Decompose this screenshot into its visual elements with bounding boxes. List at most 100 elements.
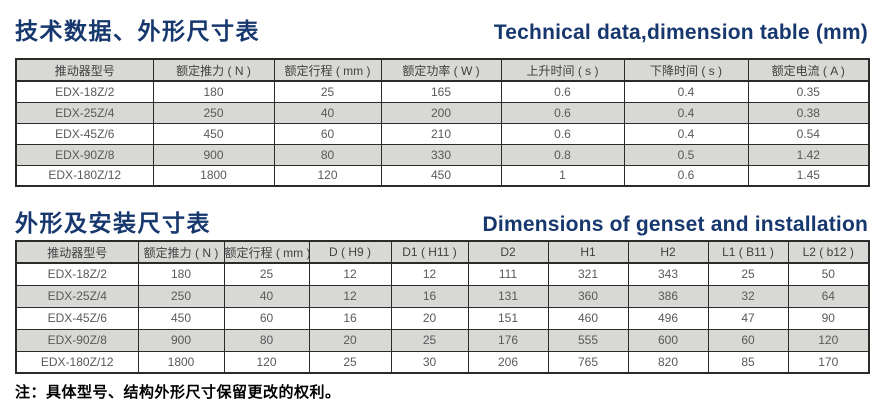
column-header: H2 <box>627 240 709 264</box>
table-cell: 0.38 <box>747 101 870 124</box>
table-cell: 131 <box>467 284 549 308</box>
table-cell: EDX-45Z/6 <box>15 306 139 330</box>
table-cell: 0.5 <box>623 143 749 166</box>
table-cell: EDX-180Z/12 <box>15 350 139 374</box>
table-cell: EDX-90Z/8 <box>15 143 154 166</box>
table-cell: 900 <box>152 143 275 166</box>
column-header: D ( H9 ) <box>308 240 392 264</box>
table-cell: 50 <box>787 262 870 286</box>
table-cell: EDX-25Z/4 <box>15 101 154 124</box>
table-cell: EDX-18Z/2 <box>15 262 139 286</box>
table-cell: 330 <box>380 143 502 166</box>
table-cell: 360 <box>547 284 629 308</box>
column-header: L1 ( B11 ) <box>707 240 789 264</box>
table-cell: 1800 <box>152 164 275 187</box>
table-cell: 12 <box>390 262 469 286</box>
table-cell: EDX-18Z/2 <box>15 80 154 103</box>
table-cell: 120 <box>273 164 382 187</box>
table-cell: 25 <box>390 328 469 352</box>
table-cell: 12 <box>308 262 392 286</box>
note-text: 注：具体型号、结构外形尺寸保留更改的权利。 <box>15 384 341 401</box>
table-cell: 450 <box>380 164 502 187</box>
table-cell: 0.4 <box>623 80 749 103</box>
table-cell: 0.4 <box>623 122 749 145</box>
table-row: EDX-18Z/2 180 25 12 12 111 321 343 25 50 <box>15 262 870 286</box>
column-header: L2 ( b12 ) <box>787 240 870 264</box>
table-row: EDX-18Z/2 180 25 165 0.6 0.4 0.35 <box>15 80 870 103</box>
table-cell: 60 <box>707 328 789 352</box>
table-cell: 40 <box>273 101 382 124</box>
table-cell: 80 <box>273 143 382 166</box>
table-cell: 1800 <box>137 350 225 374</box>
table-cell: 450 <box>152 122 275 145</box>
column-header: 推动器型号 <box>15 240 139 264</box>
table-cell: 206 <box>467 350 549 374</box>
table-cell: 765 <box>547 350 629 374</box>
section2-title-zh: 外形及安装尺寸表 <box>15 210 211 236</box>
table-cell: 496 <box>627 306 709 330</box>
table-cell: 165 <box>380 80 502 103</box>
table-cell: 820 <box>627 350 709 374</box>
table-cell: 900 <box>137 328 225 352</box>
table-cell: 60 <box>223 306 310 330</box>
table-cell: 0.6 <box>500 101 625 124</box>
section2-title-row: 外形及安装尺寸表 Dimensions of genset and instal… <box>15 204 868 236</box>
table-cell: 460 <box>547 306 629 330</box>
column-header: 额定行程 ( mm ) <box>223 240 310 264</box>
table-cell: 30 <box>390 350 469 374</box>
table-row: EDX-25Z/4 250 40 200 0.6 0.4 0.38 <box>15 101 870 124</box>
table-cell: 16 <box>308 306 392 330</box>
table-cell: 85 <box>707 350 789 374</box>
table-row: EDX-180Z/12 1800 120 450 1 0.6 1.45 <box>15 164 870 187</box>
table-cell: EDX-90Z/8 <box>15 328 139 352</box>
header-row: 推动器型号 额定推力 ( N ) 额定行程 ( mm ) D ( H9 ) D1 ( H… <box>15 240 870 264</box>
column-header: 额定功率 ( W ) <box>380 58 502 82</box>
column-header: 额定电流 ( A ) <box>747 58 870 82</box>
table-cell: 1.42 <box>747 143 870 166</box>
table-cell: 200 <box>380 101 502 124</box>
section1-title-zh: 技术数据、外形尺寸表 <box>15 18 260 44</box>
table-cell: 0.4 <box>623 101 749 124</box>
column-header: 上升时间 ( s ) <box>500 58 625 82</box>
column-header: 额定推力 ( N ) <box>152 58 275 82</box>
table-cell: 0.6 <box>623 164 749 187</box>
table-cell: 16 <box>390 284 469 308</box>
section1-title-en: Technical data,dimension table (mm) <box>493 21 868 44</box>
table-row: EDX-90Z/8 900 80 330 0.8 0.5 1.42 <box>15 143 870 166</box>
table-cell: 386 <box>627 284 709 308</box>
table-cell: 180 <box>152 80 275 103</box>
table-cell: 151 <box>467 306 549 330</box>
table-cell: 25 <box>223 262 310 286</box>
table-cell: 0.54 <box>747 122 870 145</box>
table-cell: 0.8 <box>500 143 625 166</box>
table-cell: 32 <box>707 284 789 308</box>
column-header: 推动器型号 <box>15 58 154 82</box>
table-cell: 600 <box>627 328 709 352</box>
table-cell: 120 <box>787 328 870 352</box>
table-cell: 90 <box>787 306 870 330</box>
table-cell: 321 <box>547 262 629 286</box>
column-header: 额定行程 ( mm ) <box>273 58 382 82</box>
table-cell: 25 <box>273 80 382 103</box>
table-cell: 12 <box>308 284 392 308</box>
table-cell: 0.6 <box>500 80 625 103</box>
column-header: 下降时间 ( s ) <box>623 58 749 82</box>
table-cell: 60 <box>273 122 382 145</box>
table-cell: 47 <box>707 306 789 330</box>
table-cell: 1 <box>500 164 625 187</box>
dimensions-table: 推动器型号 额定推力 ( N ) 额定行程 ( mm ) D ( H9 ) D1 ( H… <box>15 240 870 374</box>
table-row: EDX-180Z/12 1800 120 25 30 206 765 820 85 170 <box>15 350 870 374</box>
table-cell: 0.35 <box>747 80 870 103</box>
table-cell: 210 <box>380 122 502 145</box>
table-row: EDX-90Z/8 900 80 20 25 176 555 600 60 120 <box>15 328 870 352</box>
column-header: 额定推力 ( N ) <box>137 240 225 264</box>
technical-data-table: 推动器型号 额定推力 ( N ) 额定行程 ( mm ) 额定功率 ( W ) 上升时间… <box>15 58 870 187</box>
table-row: EDX-25Z/4 250 40 12 16 131 360 386 32 64 <box>15 284 870 308</box>
table-row: EDX-45Z/6 450 60 16 20 151 460 496 47 90 <box>15 306 870 330</box>
column-header: D2 <box>467 240 549 264</box>
table-cell: 120 <box>223 350 310 374</box>
section1-title-row: 技术数据、外形尺寸表 Technical data,dimension tabl… <box>15 12 868 44</box>
table-cell: EDX-180Z/12 <box>15 164 154 187</box>
header-row: 推动器型号 额定推力 ( N ) 额定行程 ( mm ) 额定功率 ( W ) 上升时间… <box>15 58 870 82</box>
